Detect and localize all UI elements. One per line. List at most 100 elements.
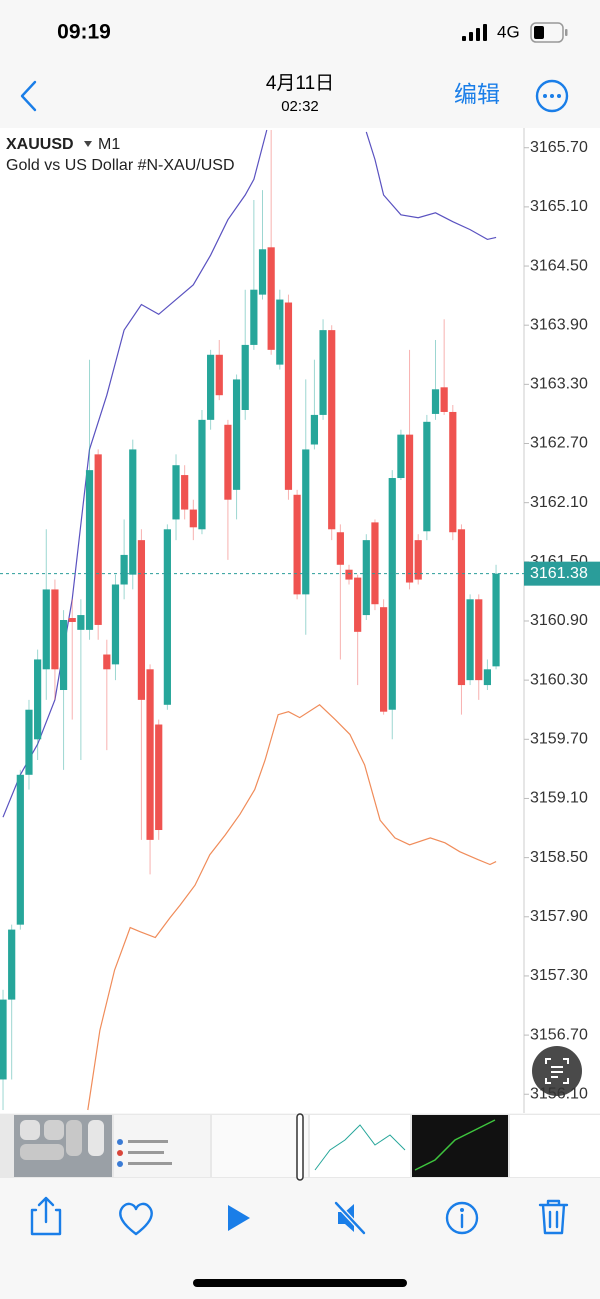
info-button[interactable] xyxy=(445,1201,479,1235)
candle-body xyxy=(77,615,85,630)
photo-time: 02:32 xyxy=(281,98,319,115)
candle-body xyxy=(371,522,379,605)
candle-body xyxy=(172,465,180,520)
y-tick-label: 3165.70 xyxy=(530,139,588,156)
band-line xyxy=(2,129,497,818)
y-tick-label: 3156.70 xyxy=(530,1026,588,1043)
symbol: XAUUSD xyxy=(6,136,74,153)
candle-body xyxy=(85,470,94,630)
candle-body xyxy=(120,554,128,585)
candle-body xyxy=(42,589,50,670)
candle-body xyxy=(397,434,405,479)
candle-body xyxy=(328,330,336,530)
candle-body xyxy=(16,774,24,925)
status-time: 09:19 xyxy=(57,21,111,44)
y-tick-label: 3162.10 xyxy=(530,494,588,511)
candle-body xyxy=(163,529,171,705)
candle-body xyxy=(250,289,258,345)
candle-body xyxy=(449,411,457,533)
y-tick-label: 3156.10 xyxy=(530,1085,588,1102)
y-tick-label: 3160.90 xyxy=(530,612,588,629)
candle-body xyxy=(189,509,197,528)
back-button[interactable] xyxy=(20,80,37,112)
candle-body xyxy=(224,424,232,500)
network-type: 4G xyxy=(497,22,520,41)
delete-button[interactable] xyxy=(538,1199,569,1235)
candle-body xyxy=(129,449,137,575)
candle-body xyxy=(94,454,102,625)
candle-body xyxy=(51,589,59,670)
battery-icon xyxy=(530,22,568,43)
candle-body xyxy=(68,618,76,622)
play-button[interactable] xyxy=(228,1205,250,1231)
candle-body xyxy=(267,247,275,350)
timeframe: M1 xyxy=(98,136,120,153)
candle-body xyxy=(457,529,466,686)
candle-body xyxy=(258,249,267,295)
candle-body xyxy=(59,620,68,691)
y-tick-label: 3159.70 xyxy=(530,731,588,748)
candle-body xyxy=(405,434,414,583)
candle-body xyxy=(466,599,474,681)
more-button[interactable] xyxy=(535,79,569,113)
candle-body xyxy=(310,414,319,445)
candle-body xyxy=(293,494,301,595)
price-label-box xyxy=(524,561,600,586)
plot-area xyxy=(0,129,500,1111)
candle-body xyxy=(0,999,7,1080)
edit-button[interactable]: 编辑 xyxy=(454,81,500,107)
y-tick-label: 3165.10 xyxy=(530,198,588,215)
y-tick-label: 3162.70 xyxy=(530,435,588,452)
candle-body xyxy=(336,532,344,565)
home-indicator xyxy=(193,1279,407,1287)
candle-body xyxy=(388,478,396,710)
scan-text-button[interactable] xyxy=(532,1046,582,1096)
y-tick-label: 3159.10 xyxy=(530,790,588,807)
candle-body xyxy=(137,540,146,700)
candle-body xyxy=(440,387,448,412)
share-button[interactable] xyxy=(30,1196,62,1236)
band-line xyxy=(87,704,497,1111)
candle-body xyxy=(284,302,293,490)
y-tick-label: 3157.90 xyxy=(530,908,588,925)
candle-body xyxy=(146,669,154,840)
mute-button[interactable] xyxy=(334,1201,366,1235)
candle-body xyxy=(198,419,206,530)
candle-body xyxy=(155,724,163,831)
candle-body xyxy=(423,421,431,532)
candle-body xyxy=(207,354,215,420)
candle-body xyxy=(25,709,33,775)
candle-body xyxy=(34,659,42,740)
candle-body xyxy=(241,344,249,410)
y-tick-label: 3158.50 xyxy=(530,849,588,866)
candle-body xyxy=(414,540,422,580)
candle-body xyxy=(431,389,440,414)
candle-body xyxy=(232,379,241,490)
y-tick-label: 3160.30 xyxy=(530,671,588,688)
candle-body xyxy=(362,540,370,616)
favorite-button[interactable] xyxy=(119,1202,153,1236)
candle-body xyxy=(319,330,327,415)
thumbnail-strip xyxy=(0,1113,600,1181)
candle-body xyxy=(215,354,223,396)
candle-body xyxy=(380,607,388,712)
symbol-description: Gold vs US Dollar #N-XAU/USD xyxy=(6,157,235,174)
y-tick-label: 3164.50 xyxy=(530,257,588,274)
photo-date: 4月11日 xyxy=(266,73,334,94)
signal-icon xyxy=(462,24,487,41)
candle-body xyxy=(345,569,353,580)
candle-body xyxy=(111,584,120,665)
y-tick-label: 3163.90 xyxy=(530,316,588,333)
candle-body xyxy=(276,299,284,365)
price-label: 3161.38 xyxy=(530,565,588,582)
candle-body xyxy=(8,929,16,1000)
candle-body xyxy=(181,475,189,510)
y-tick-label: 3163.30 xyxy=(530,376,588,393)
candle-body xyxy=(302,449,310,595)
candle-body xyxy=(103,654,111,670)
candle-body xyxy=(475,599,483,681)
candle-body xyxy=(492,573,500,667)
